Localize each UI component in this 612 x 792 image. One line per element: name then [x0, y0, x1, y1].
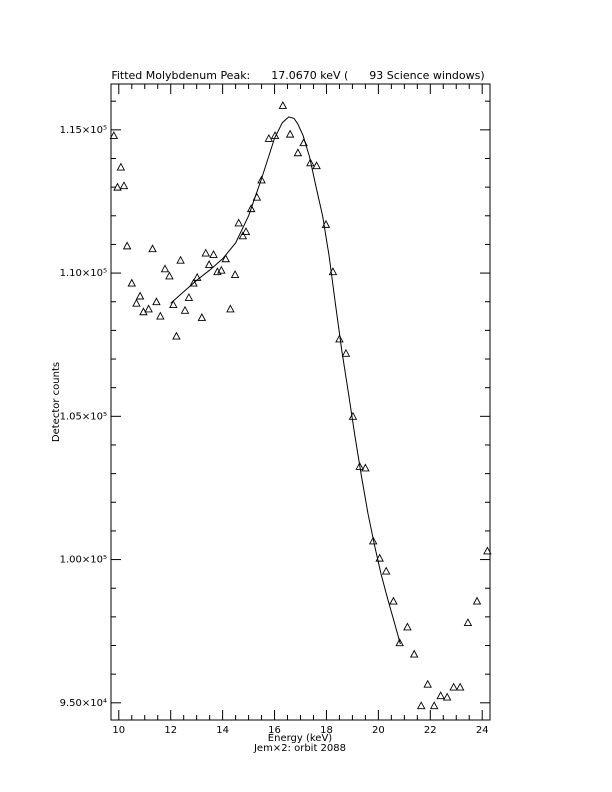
data-point: [409, 649, 419, 658]
data-point: [285, 129, 295, 138]
data-point: [403, 622, 412, 631]
data-point: [113, 182, 122, 191]
data-point: [278, 101, 288, 109]
x-tick-label: 16: [268, 725, 281, 736]
data-point: [221, 254, 230, 263]
data-point: [257, 175, 266, 184]
data-point: [449, 682, 458, 691]
data-point: [483, 546, 492, 555]
data-point: [144, 304, 153, 313]
data-point: [116, 162, 126, 171]
x-tick-label: 18: [320, 725, 333, 736]
data-point: [375, 553, 384, 562]
data-point: [246, 204, 256, 213]
data-point: [312, 161, 321, 170]
data-point: [152, 297, 161, 306]
x-tick-label: 14: [216, 725, 229, 736]
data-point: [204, 260, 214, 268]
chart-footer: Jem×2: orbit 2088: [253, 743, 346, 754]
data-point: [160, 264, 170, 273]
data-point: [184, 292, 194, 301]
data-point: [165, 271, 174, 280]
data-point: [176, 255, 185, 264]
data-point: [472, 596, 482, 605]
data-point: [335, 334, 344, 343]
plot-frame: [110, 83, 491, 721]
data-point: [209, 250, 218, 258]
y-tick-label: 1.10×10⁵: [60, 268, 107, 279]
data-point: [423, 679, 432, 688]
data-point: [368, 536, 378, 545]
data-point: [293, 148, 303, 157]
data-point: [135, 291, 145, 300]
data-point: [436, 691, 445, 700]
data-point: [119, 181, 129, 190]
chart-title: Fitted Molybdenum Peak: 17.0670 keV ( 93…: [111, 69, 484, 82]
data-point: [172, 331, 181, 340]
y-tick-label: 9.50×10⁴: [60, 698, 107, 709]
data-point: [226, 304, 235, 313]
data-point: [217, 265, 226, 274]
data-point: [192, 272, 202, 281]
x-tick-label: 22: [424, 725, 437, 736]
fit-line: [170, 116, 401, 645]
data-point: [306, 158, 315, 167]
data-point: [328, 267, 338, 276]
data-point: [429, 701, 439, 710]
points-layer: [109, 101, 492, 710]
data-point: [201, 248, 211, 257]
data-point: [463, 618, 473, 627]
x-tick-label: 12: [164, 725, 177, 736]
y-tick-label: 1.05×10⁵: [60, 411, 107, 422]
data-point: [389, 596, 398, 605]
data-point: [234, 218, 243, 227]
data-point: [132, 298, 141, 307]
data-point: [241, 227, 251, 235]
data-point: [230, 270, 240, 278]
data-point: [355, 462, 364, 470]
axes: 10 12 14 16 18 20 22 24 9.50×10⁴ 1.00×10⁵ 1.05×10⁵…: [60, 84, 490, 736]
data-point: [270, 131, 280, 140]
data-point: [299, 138, 308, 147]
data-point: [455, 682, 465, 691]
data-point: [348, 411, 358, 420]
data-point: [264, 133, 274, 142]
data-point: [156, 311, 165, 320]
data-point: [109, 131, 119, 140]
data-point: [361, 463, 370, 472]
data-point: [416, 701, 426, 710]
data-point: [252, 192, 262, 201]
data-point: [341, 348, 351, 357]
data-point: [381, 566, 391, 575]
x-tick-label: 10: [112, 725, 125, 736]
x-tick-label: 24: [476, 725, 489, 736]
data-point: [148, 244, 157, 253]
y-axis-label: Detector counts: [51, 362, 62, 442]
y-tick-label: 1.00×10⁵: [60, 555, 107, 566]
data-point: [321, 219, 331, 228]
y-tick-label: 1.15×10⁵: [60, 125, 107, 136]
fit-line-layer: [170, 116, 401, 645]
data-point: [442, 692, 452, 701]
x-axis-label: Energy (keV): [268, 733, 333, 744]
data-point: [395, 638, 404, 647]
data-point: [189, 278, 198, 287]
data-point: [169, 300, 178, 309]
data-point: [122, 241, 132, 250]
x-tick-label: 20: [372, 725, 385, 736]
data-point: [197, 313, 207, 321]
data-point: [238, 231, 248, 240]
data-point: [180, 305, 190, 314]
data-point: [127, 278, 137, 287]
